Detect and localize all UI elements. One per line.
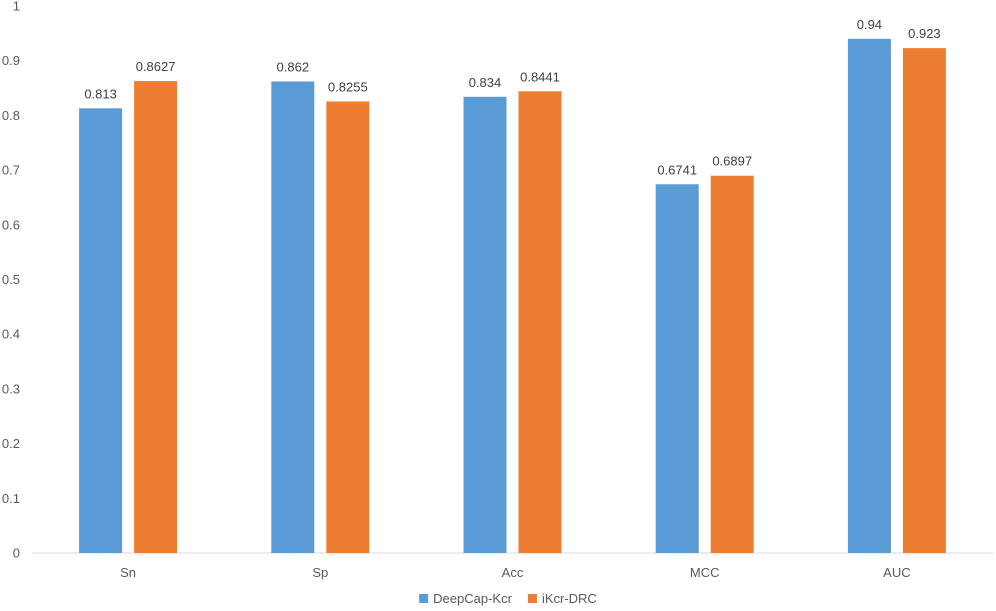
data-labels: 0.813 0.8627 0.862 0.8255 0.834 0.8441 0.6741 0… (84, 17, 940, 177)
legend-swatch (419, 594, 429, 603)
x-tick-label: AUC (883, 565, 910, 580)
bar (326, 101, 370, 553)
bar (463, 96, 507, 553)
bar (271, 81, 315, 554)
data-label: 0.923 (908, 26, 941, 41)
data-label: 0.8255 (328, 79, 368, 94)
y-tick-label: 0.1 (2, 491, 20, 506)
y-tick-label: 1 (13, 0, 20, 14)
data-label: 0.8627 (136, 59, 176, 74)
data-label: 0.813 (84, 86, 117, 101)
y-tick-label: 0.6 (2, 217, 20, 232)
data-label: 0.862 (277, 59, 310, 74)
x-tick-label: Acc (502, 565, 524, 580)
x-tick-label: MCC (690, 565, 720, 580)
data-label: 0.834 (469, 75, 502, 90)
data-label: 0.6741 (657, 162, 697, 177)
legend-label: DeepCap-Kcr (433, 591, 512, 606)
bar (902, 48, 946, 554)
bar (847, 38, 891, 553)
y-tick-label: 0.5 (2, 272, 20, 287)
bar (655, 184, 699, 553)
x-tick-label: Sn (120, 565, 136, 580)
y-tick-label: 0.3 (2, 381, 20, 396)
legend-swatch (527, 594, 537, 603)
data-label: 0.6897 (712, 154, 752, 169)
y-tick-label: 0.8 (2, 108, 20, 123)
bars (79, 38, 946, 554)
data-label: 0.94 (857, 17, 882, 32)
bar (518, 91, 562, 554)
y-tick-label: 0.7 (2, 163, 20, 178)
legend-label: iKcr-DRC (542, 591, 597, 606)
y-tick-label: 0.9 (2, 53, 20, 68)
x-axis: Sn Sp Acc MCC AUC (32, 552, 993, 580)
bar (79, 108, 123, 553)
y-axis: 0 0.1 0.2 0.3 0.4 0.5 0.6 0.7 0.8 0.9 1 (2, 0, 20, 561)
y-tick-label: 0 (13, 546, 20, 561)
data-label: 0.8441 (520, 69, 560, 84)
bar (710, 175, 754, 553)
y-tick-label: 0.2 (2, 436, 20, 451)
legend: DeepCap-Kcr iKcr-DRC (419, 591, 597, 606)
x-tick-label: Sp (312, 565, 328, 580)
bar (134, 81, 178, 554)
y-tick-label: 0.4 (2, 327, 20, 342)
